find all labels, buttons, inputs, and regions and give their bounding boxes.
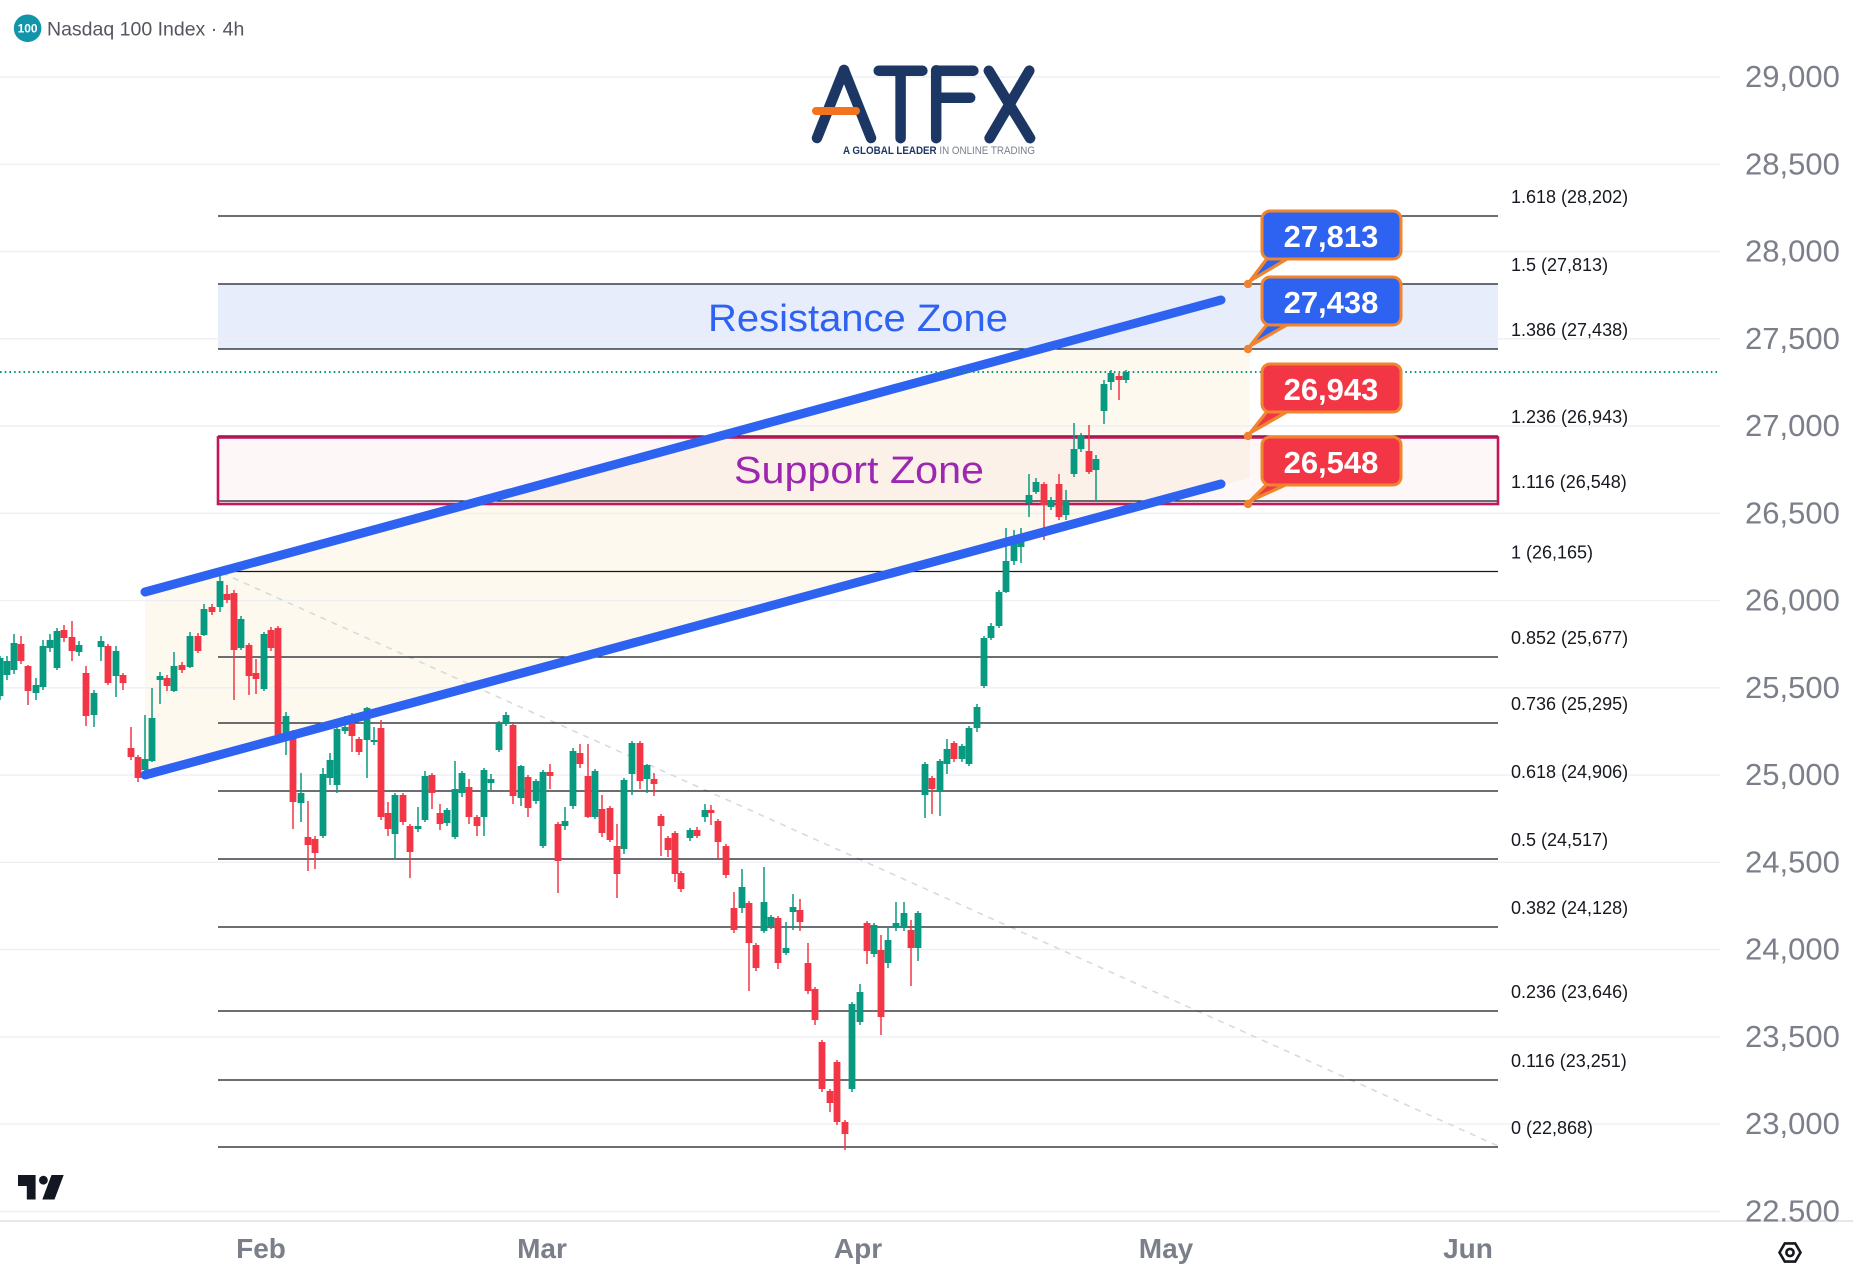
svg-text:28,500: 28,500 [1745,146,1840,181]
svg-text:1.116 (26,548): 1.116 (26,548) [1511,472,1627,492]
svg-text:0 (22,868): 0 (22,868) [1511,1118,1593,1138]
svg-text:Support Zone: Support Zone [734,450,984,492]
svg-text:27,500: 27,500 [1745,321,1840,356]
svg-text:27,000: 27,000 [1745,408,1840,443]
svg-text:26,000: 26,000 [1745,583,1840,618]
svg-text:1.5 (27,813): 1.5 (27,813) [1511,255,1608,275]
svg-text:27,438: 27,438 [1284,285,1379,320]
svg-text:23,000: 23,000 [1745,1106,1840,1141]
svg-text:A GLOBAL LEADER IN ONLINE TRAD: A GLOBAL LEADER IN ONLINE TRADING [843,145,1035,157]
svg-text:23,500: 23,500 [1745,1019,1840,1054]
svg-text:22.500: 22.500 [1745,1193,1840,1228]
svg-text:100: 100 [18,22,38,36]
svg-text:26,500: 26,500 [1745,495,1840,530]
svg-text:Nasdaq 100 Index · 4h: Nasdaq 100 Index · 4h [47,19,244,41]
svg-text:Mar: Mar [517,1233,567,1264]
svg-text:1.236 (26,943): 1.236 (26,943) [1511,407,1628,427]
svg-text:May: May [1139,1233,1194,1264]
svg-text:26,943: 26,943 [1284,372,1379,407]
svg-text:25,500: 25,500 [1745,670,1840,705]
svg-text:1 (26,165): 1 (26,165) [1511,543,1593,563]
svg-text:24,500: 24,500 [1745,844,1840,879]
svg-text:Resistance Zone: Resistance Zone [708,298,1008,340]
svg-text:29,000: 29,000 [1745,59,1840,94]
svg-text:0.618 (24,906): 0.618 (24,906) [1511,762,1628,782]
svg-text:28,000: 28,000 [1745,234,1840,269]
svg-text:25,000: 25,000 [1745,757,1840,792]
svg-text:0.736 (25,295): 0.736 (25,295) [1511,694,1628,714]
svg-text:Jun: Jun [1443,1233,1493,1264]
svg-text:1.386 (27,438): 1.386 (27,438) [1511,320,1628,340]
svg-text:0.5 (24,517): 0.5 (24,517) [1511,830,1608,850]
svg-text:Apr: Apr [834,1233,882,1264]
svg-text:0.116 (23,251): 0.116 (23,251) [1511,1051,1627,1071]
svg-text:1.618 (28,202): 1.618 (28,202) [1511,187,1628,207]
svg-text:0.852 (25,677): 0.852 (25,677) [1511,628,1628,648]
svg-text:24,000: 24,000 [1745,932,1840,967]
svg-text:27,813: 27,813 [1284,219,1379,254]
svg-text:Feb: Feb [236,1233,286,1264]
svg-text:0.382 (24,128): 0.382 (24,128) [1511,898,1628,918]
svg-text:26,548: 26,548 [1284,445,1379,480]
svg-text:0.236 (23,646): 0.236 (23,646) [1511,982,1628,1002]
